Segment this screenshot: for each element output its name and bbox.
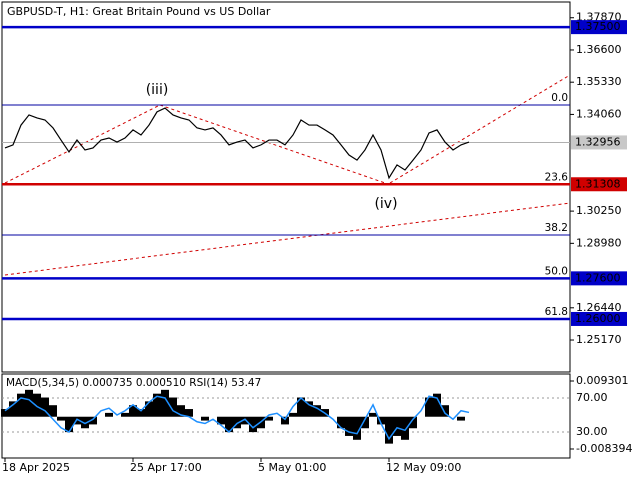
macd-bar xyxy=(41,397,49,417)
macd-bar xyxy=(457,416,465,421)
level-label: 1.31308 xyxy=(575,177,621,190)
last-price-box xyxy=(571,135,627,150)
macd-bar xyxy=(201,416,209,421)
macd-bar xyxy=(361,416,369,429)
y-tick-label: 1.30250 xyxy=(576,204,622,217)
macd-bar xyxy=(153,393,161,417)
macd-bar xyxy=(241,416,249,425)
macd-bar xyxy=(289,412,297,417)
x-tick-label: 5 May 01:00 xyxy=(258,461,326,474)
macd-bar xyxy=(57,416,65,421)
level-label-box xyxy=(571,271,627,286)
macd-bar xyxy=(121,412,129,417)
macd-bar xyxy=(169,397,177,417)
macd-bar xyxy=(89,416,97,425)
wave-label: (iii) xyxy=(146,82,169,98)
x-tick-label: 25 Apr 17:00 xyxy=(130,461,202,474)
last-price-label: 1.32956 xyxy=(575,135,621,148)
macd-bar xyxy=(385,416,393,444)
fib-label: 50.0 xyxy=(545,265,568,277)
macd-bar xyxy=(377,416,385,425)
x-tick-label: 18 Apr 2025 xyxy=(2,461,70,474)
price-line xyxy=(4,107,470,180)
fib-label: 0.0 xyxy=(551,92,568,104)
macd-bar xyxy=(33,393,41,417)
level-label-box xyxy=(571,20,627,35)
y-tick-label: 1.26440 xyxy=(576,301,622,314)
y-tick-label: -0.008394 xyxy=(576,442,632,455)
level-label: 1.27600 xyxy=(575,271,621,284)
macd-bar xyxy=(1,409,9,417)
macd-bar xyxy=(81,416,89,429)
y2-tick-label: 30.00 xyxy=(576,425,608,438)
x-tick-label: 12 May 09:00 xyxy=(386,461,461,474)
price-panel xyxy=(1,1,571,373)
macd-bar xyxy=(433,393,441,417)
macd-bar xyxy=(337,416,345,429)
macd-bar xyxy=(145,401,153,417)
fib-label: 23.6 xyxy=(545,171,569,183)
level-label: 1.26000 xyxy=(575,312,621,325)
macd-bar xyxy=(65,416,73,433)
macd-bar xyxy=(305,401,313,417)
level-label-box xyxy=(571,311,627,326)
y-tick-label: 1.35330 xyxy=(576,75,622,88)
macd-bar xyxy=(353,416,361,440)
indicator-title: MACD(5,34,5) 0.000735 0.000510 RSI(14) 5… xyxy=(6,377,261,389)
macd-bar xyxy=(313,405,321,417)
macd-bar xyxy=(409,416,417,429)
y-tick-label: 1.28980 xyxy=(576,236,622,249)
macd-bar xyxy=(297,397,305,417)
y-tick-label: 1.36600 xyxy=(576,43,622,56)
macd-bar xyxy=(17,393,25,417)
macd-bar xyxy=(137,409,145,417)
macd-bar xyxy=(177,405,185,417)
macd-bar xyxy=(217,416,225,425)
macd-bar xyxy=(345,416,353,436)
wave-label: (iv) xyxy=(374,196,397,212)
fib-label: 38.2 xyxy=(545,222,568,234)
macd-bar xyxy=(425,397,433,417)
level-label: 1.37500 xyxy=(575,20,621,33)
macd-bar xyxy=(249,416,257,433)
macd-bar xyxy=(25,389,33,417)
macd-bar xyxy=(265,416,273,421)
chart-title: GBPUSD-T, H1: Great Britain Pound vs US … xyxy=(7,5,271,18)
macd-bar xyxy=(129,405,137,417)
y-tick-label: 1.34060 xyxy=(576,107,622,120)
trendlines xyxy=(4,74,571,276)
rsi-line xyxy=(4,395,470,441)
macd-bar xyxy=(9,401,17,417)
y-tick-label: 1.25170 xyxy=(576,333,622,346)
level-label-box xyxy=(571,177,627,192)
macd-bar xyxy=(233,416,241,429)
macd-bar xyxy=(185,409,193,417)
macd-bar xyxy=(401,416,409,440)
fib-label: 61.8 xyxy=(545,306,568,318)
macd-bar xyxy=(225,416,233,433)
macd-bar xyxy=(369,412,377,417)
macd-bar xyxy=(441,405,449,417)
macd-bar xyxy=(161,389,169,417)
y-tick-label: 0.009301 xyxy=(576,374,629,387)
macd-bar xyxy=(281,416,289,425)
macd-bar xyxy=(105,412,113,417)
macd-bar xyxy=(393,416,401,436)
y2-tick-label: 70.00 xyxy=(576,391,608,404)
macd-bar xyxy=(49,405,57,417)
